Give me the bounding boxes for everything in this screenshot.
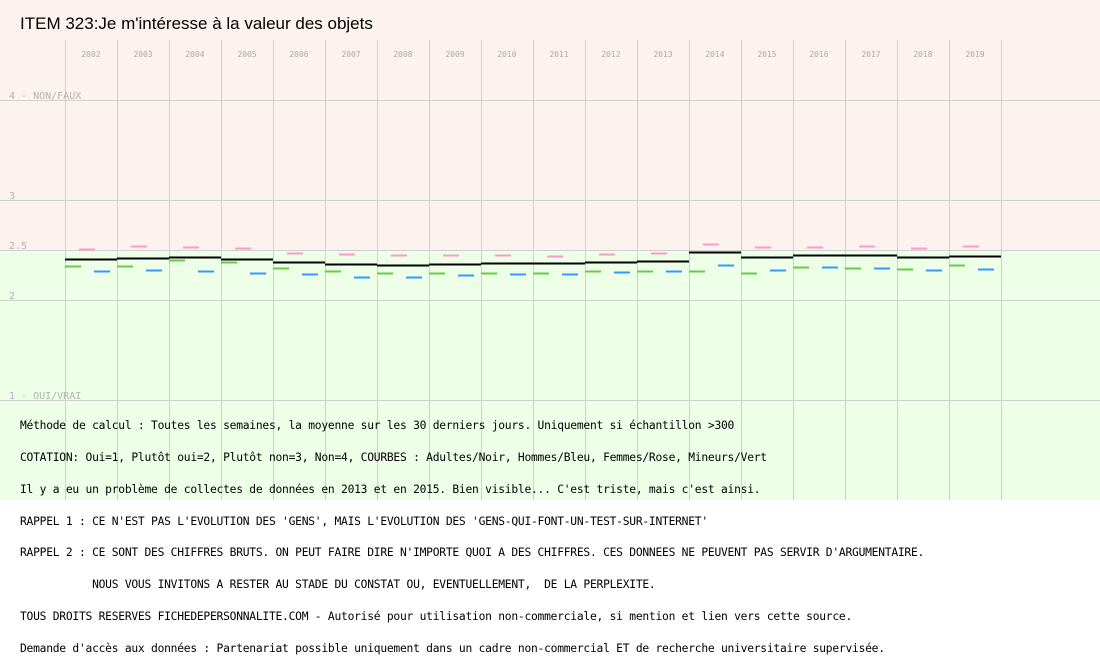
x-tick-label: 2007: [341, 50, 360, 59]
y-tick-label: 2.5: [9, 241, 27, 252]
x-tick-label: 2002: [81, 50, 100, 59]
background-upper: [0, 0, 1100, 250]
x-tick-label: 2011: [549, 50, 568, 59]
note-line: Il y a eu un problème de collectes de do…: [20, 482, 761, 496]
series: [65, 243, 1001, 279]
series-adultes: [65, 251, 1001, 267]
x-tick-label: 2003: [133, 50, 152, 59]
y-tick-label: 1 - OUI/VRAI: [9, 391, 81, 402]
chart-title: ITEM 323:Je m'intéresse à la valeur des …: [20, 14, 373, 33]
x-tick-label: 2006: [289, 50, 308, 59]
y-axis: 4 - NON/FAUX 3 2.5 2 1 - OUI/VRAI: [9, 91, 81, 402]
notes-block: Méthode de calcul : Toutes les semaines,…: [20, 400, 1095, 665]
note-line: Méthode de calcul : Toutes les semaines,…: [20, 419, 735, 433]
x-tick-label: 2008: [393, 50, 412, 59]
x-tick-label: 2015: [757, 50, 776, 59]
series-femmes: [79, 243, 979, 258]
note-line: RAPPEL 1 : CE N'EST PAS L'EVOLUTION DES …: [20, 514, 708, 528]
x-axis: 2002 2003 2004 2005 2006 2007 2008 2009 2010 2011…: [81, 50, 984, 59]
x-tick-label: 2016: [809, 50, 828, 59]
note-line: RAPPEL 2 : CE SONT DES CHIFFRES BRUTS. O…: [20, 546, 925, 560]
x-tick-label: 2018: [913, 50, 932, 59]
note-line: Demande d'accès aux données : Partenaria…: [20, 641, 885, 655]
y-tick-label: 2: [9, 291, 15, 302]
x-tick-label: 2010: [497, 50, 516, 59]
x-tick-label: 2019: [965, 50, 984, 59]
x-tick-label: 2013: [653, 50, 672, 59]
note-line: TOUS DROITS RESERVES FICHEDEPERSONNALITE…: [20, 609, 853, 623]
y-tick-label: 4 - NON/FAUX: [9, 91, 81, 102]
note-line: COTATION: Oui=1, Plutôt oui=2, Plutôt no…: [20, 450, 767, 464]
x-tick-label: 2012: [601, 50, 620, 59]
x-tick-label: 2004: [185, 50, 204, 59]
series-hommes: [94, 264, 994, 279]
background-lower: [0, 250, 1100, 500]
x-tick-label: 2009: [445, 50, 464, 59]
x-tick-label: 2014: [705, 50, 724, 59]
x-tick-label: 2005: [237, 50, 256, 59]
series-mineurs: [65, 259, 965, 275]
grid: [0, 40, 1100, 500]
y-tick-label: 3: [9, 191, 15, 202]
note-line: NOUS VOUS INVITONS A RESTER AU STADE DU …: [20, 578, 656, 592]
x-tick-label: 2017: [861, 50, 880, 59]
